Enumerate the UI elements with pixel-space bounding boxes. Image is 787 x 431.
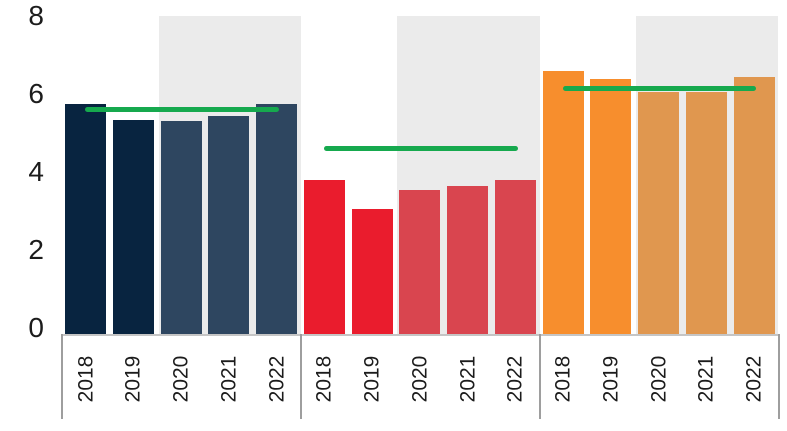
x-tick-label: 2019 <box>360 355 384 403</box>
benchmark-line <box>323 146 518 152</box>
x-tick-label: 2021 <box>217 355 241 403</box>
y-tick-label: 2 <box>28 234 44 265</box>
axis-separator <box>299 334 302 419</box>
bar-series-navy-2021 <box>208 115 250 334</box>
x-tick-label: 2018 <box>312 355 336 403</box>
benchmark-line <box>85 107 279 113</box>
x-axis-line <box>62 334 779 336</box>
x-tick-label: 2018 <box>551 355 575 403</box>
x-tick-label: 2022 <box>503 355 527 403</box>
x-tick-label: 2022 <box>742 355 766 403</box>
y-tick-label: 6 <box>28 78 44 109</box>
x-tick-label: 2018 <box>74 355 97 403</box>
bar-series-orange-2022 <box>733 76 775 334</box>
bar-series-navy-2020 <box>160 121 202 334</box>
x-tick-label: 2020 <box>647 355 671 403</box>
bar-series-orange-2020 <box>638 92 680 334</box>
bar-series-navy-2019 <box>112 119 154 334</box>
axis-separator <box>61 334 63 419</box>
x-tick-label: 2020 <box>408 355 432 403</box>
axis-separator <box>777 334 780 419</box>
bar-series-navy-2018 <box>65 103 106 334</box>
bar-series-red-2021 <box>447 185 489 334</box>
x-tick-label: 2021 <box>456 355 480 403</box>
bar-series-orange-2021 <box>685 92 727 334</box>
bar-series-orange-2019 <box>590 78 632 334</box>
x-tick-label: 2021 <box>694 355 718 403</box>
x-tick-label: 2020 <box>169 355 193 403</box>
bar-series-red-2022 <box>494 179 536 334</box>
bar-series-red-2019 <box>351 209 393 334</box>
x-tick-label: 2022 <box>265 355 289 403</box>
benchmark-line <box>562 85 757 91</box>
x-tick-label: 2019 <box>599 355 623 403</box>
y-tick-label: 4 <box>28 156 44 187</box>
axis-separator <box>538 334 541 419</box>
bar-series-orange-2018 <box>542 70 584 334</box>
y-tick-label: 8 <box>28 0 44 31</box>
y-tick-label: 0 <box>28 312 44 343</box>
x-tick-label: 2019 <box>121 355 145 403</box>
bar-series-navy-2022 <box>256 103 298 334</box>
bar-series-red-2018 <box>303 179 345 334</box>
bar-series-red-2020 <box>399 189 441 334</box>
